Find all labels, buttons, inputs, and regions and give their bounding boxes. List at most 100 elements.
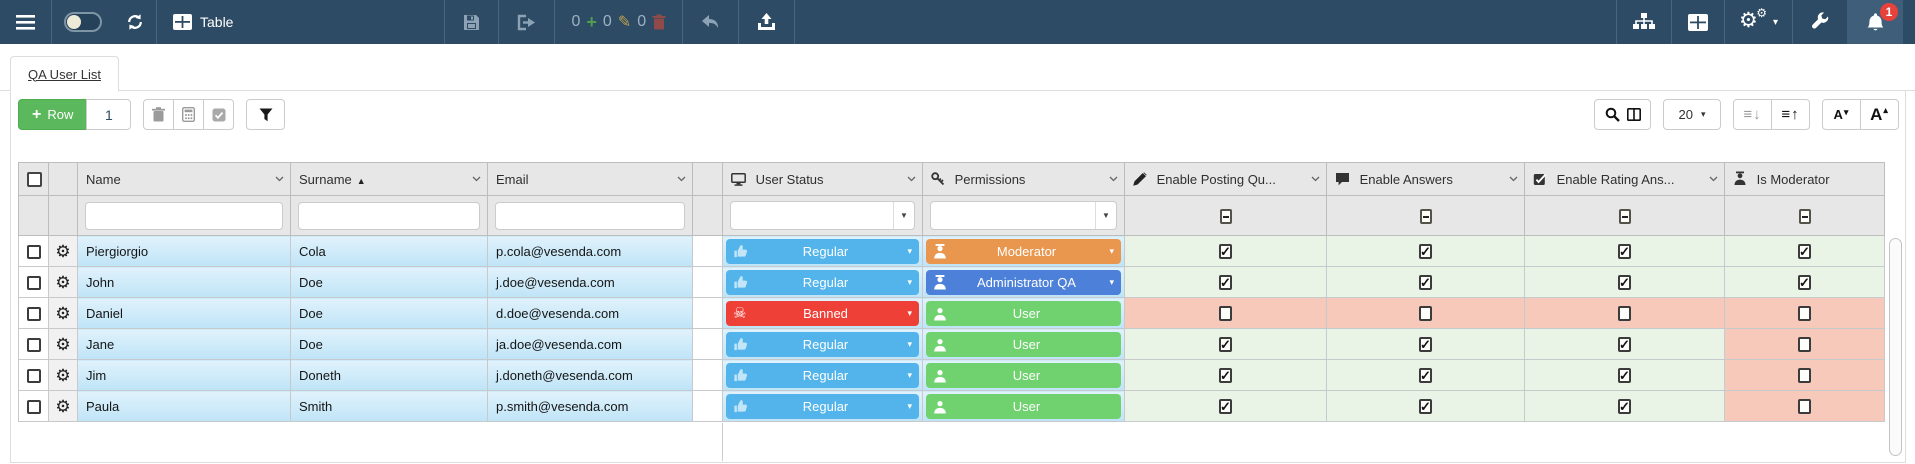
permissions-pill[interactable]: User ▾ [926, 362, 1121, 388]
name-cell[interactable]: Jane [77, 328, 291, 360]
is-moderator-checkbox[interactable] [1798, 368, 1811, 384]
is-moderator-checkbox[interactable] [1798, 244, 1811, 260]
surname-cell[interactable]: Doe [290, 297, 488, 329]
enable-rating-checkbox[interactable] [1618, 275, 1631, 291]
enable-posting-checkbox[interactable] [1219, 399, 1232, 415]
column-header-is-moderator[interactable]: Is Moderator [1724, 162, 1885, 196]
refresh-button[interactable] [114, 0, 156, 44]
tools-button[interactable] [1793, 0, 1847, 44]
chevron-down-icon[interactable] [677, 176, 686, 182]
chevron-down-icon[interactable] [1311, 176, 1320, 182]
enable-posting-checkbox[interactable] [1219, 368, 1232, 384]
row-settings-gear-icon[interactable]: ⚙ [55, 272, 71, 292]
mode-toggle[interactable] [52, 0, 114, 44]
email-cell[interactable]: j.doneth@vesenda.com [487, 359, 693, 391]
column-header-permissions[interactable]: Permissions [922, 162, 1125, 196]
select-caret-icon[interactable]: ▼ [1095, 202, 1116, 229]
row-select-checkbox[interactable] [26, 244, 41, 259]
is-moderator-checkbox[interactable] [1798, 337, 1811, 353]
enable-answers-checkbox[interactable] [1419, 399, 1432, 415]
surname-cell[interactable]: Doe [290, 266, 488, 298]
toggle-switch[interactable] [64, 12, 102, 32]
row-settings-gear-icon[interactable]: ⚙ [55, 241, 71, 261]
name-cell[interactable]: Jim [77, 359, 291, 391]
email-cell[interactable]: p.smith@vesenda.com [487, 390, 693, 422]
chevron-down-icon[interactable] [1109, 176, 1118, 182]
row-settings-gear-icon[interactable]: ⚙ [55, 365, 71, 385]
is-moderator-filter-checkbox[interactable] [1798, 208, 1811, 224]
enable-answers-checkbox[interactable] [1419, 275, 1432, 291]
enable-rating-checkbox[interactable] [1618, 306, 1631, 322]
surname-cell[interactable]: Doneth [290, 359, 488, 391]
enable-posting-checkbox[interactable] [1219, 306, 1232, 322]
row-select-checkbox[interactable] [26, 368, 41, 383]
column-header-enable-posting[interactable]: Enable Posting Qu... [1124, 162, 1327, 196]
row-density-decrease-button[interactable]: ≡↓ [1733, 99, 1772, 130]
column-header-enable-answers[interactable]: Enable Answers [1326, 162, 1525, 196]
sitemap-button[interactable] [1617, 0, 1671, 44]
chevron-down-icon[interactable] [1509, 176, 1518, 182]
enable-rating-checkbox[interactable] [1618, 399, 1631, 415]
enable-posting-filter-checkbox[interactable] [1219, 208, 1232, 224]
font-decrease-button[interactable]: A▾ [1822, 99, 1861, 130]
enable-answers-filter-checkbox[interactable] [1419, 208, 1432, 224]
name-cell[interactable]: Piergiorgio [77, 235, 291, 267]
user-status-pill[interactable]: ☠ Regular ▾ [726, 238, 919, 264]
settings-dropdown-button[interactable]: ⚙ ⚙ ▾ [1725, 0, 1792, 44]
row-density-increase-button[interactable]: ≡↑ [1771, 99, 1810, 130]
enable-posting-checkbox[interactable] [1219, 244, 1232, 260]
is-moderator-checkbox[interactable] [1798, 399, 1811, 415]
enable-rating-checkbox[interactable] [1618, 368, 1631, 384]
user-status-pill[interactable]: ☠ Regular ▾ [726, 393, 919, 419]
row-settings-gear-icon[interactable]: ⚙ [55, 334, 71, 354]
enable-rating-filter-checkbox[interactable] [1618, 208, 1631, 224]
enable-answers-checkbox[interactable] [1419, 306, 1432, 322]
is-moderator-checkbox[interactable] [1798, 275, 1811, 291]
permissions-pill[interactable]: Moderator ▾ [926, 238, 1121, 264]
row-select-checkbox[interactable] [26, 337, 41, 352]
row-settings-gear-icon[interactable]: ⚙ [55, 303, 71, 323]
user-status-filter-select[interactable]: ▼ [730, 201, 915, 230]
column-header-name[interactable]: Name [77, 162, 291, 196]
user-status-pill[interactable]: ☠ Regular ▾ [726, 269, 919, 295]
select-all-checkbox[interactable] [27, 172, 42, 188]
column-header-user-status[interactable]: User Status [722, 162, 923, 196]
save-button[interactable] [445, 0, 498, 44]
search-columns-button[interactable] [1594, 99, 1651, 130]
enable-rating-checkbox[interactable] [1618, 244, 1631, 260]
is-moderator-checkbox[interactable] [1798, 306, 1811, 322]
row-select-checkbox[interactable] [26, 399, 41, 414]
user-status-pill[interactable]: ☠ Regular ▾ [726, 362, 919, 388]
enable-answers-checkbox[interactable] [1419, 368, 1432, 384]
column-header-email[interactable]: Email [487, 162, 693, 196]
export-button[interactable] [499, 0, 554, 44]
upload-button[interactable] [739, 0, 794, 44]
row-select-checkbox[interactable] [26, 306, 41, 321]
permissions-pill[interactable]: User ▾ [926, 331, 1121, 357]
surname-cell[interactable]: Doe [290, 328, 488, 360]
select-caret-icon[interactable]: ▼ [893, 202, 914, 229]
undo-button[interactable] [683, 0, 738, 44]
column-header-surname[interactable]: Surname ▲ [290, 162, 488, 196]
email-cell[interactable]: ja.doe@vesenda.com [487, 328, 693, 360]
permissions-pill[interactable]: User ▾ [926, 300, 1121, 326]
permissions-filter-select[interactable]: ▼ [930, 201, 1117, 230]
email-cell[interactable]: p.cola@vesenda.com [487, 235, 693, 267]
grid-view-button[interactable] [1672, 0, 1724, 44]
user-status-pill[interactable]: ☠ Regular ▾ [726, 331, 919, 357]
table-app-button[interactable]: Table [157, 0, 249, 44]
page-size-dropdown[interactable]: 20 ▾ [1663, 99, 1721, 130]
enable-posting-checkbox[interactable] [1219, 275, 1232, 291]
chevron-down-icon[interactable] [472, 176, 481, 182]
enable-answers-checkbox[interactable] [1419, 337, 1432, 353]
font-increase-button[interactable]: A▴ [1860, 99, 1899, 130]
select-all-header[interactable] [18, 162, 49, 196]
name-cell[interactable]: Paula [77, 390, 291, 422]
name-cell[interactable]: John [77, 266, 291, 298]
select-all-button[interactable] [203, 99, 235, 130]
row-count-input[interactable]: 1 [86, 99, 132, 130]
name-filter-input[interactable] [85, 201, 283, 230]
surname-cell[interactable]: Cola [290, 235, 488, 267]
email-cell[interactable]: d.doe@vesenda.com [487, 297, 693, 329]
row-select-checkbox[interactable] [26, 275, 41, 290]
